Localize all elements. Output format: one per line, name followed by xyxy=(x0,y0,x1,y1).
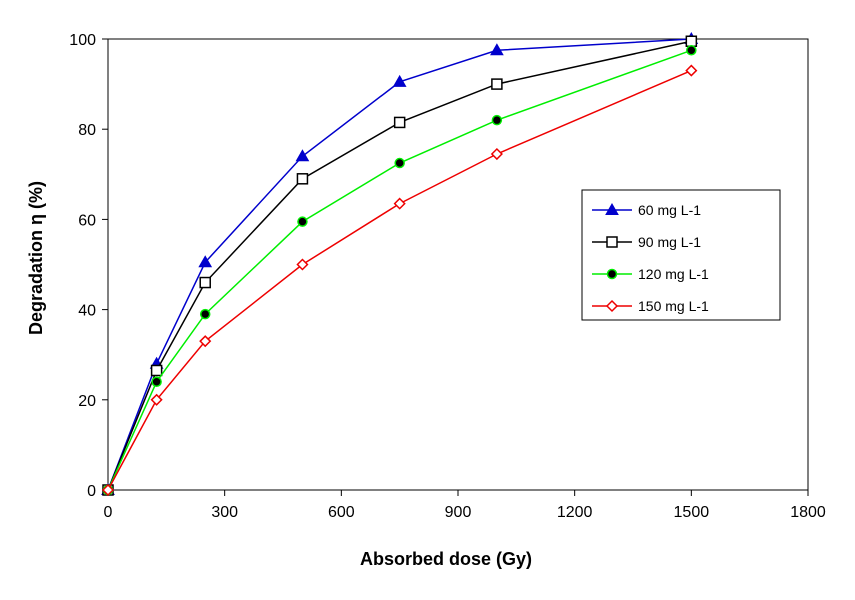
data-point xyxy=(490,147,503,161)
data-point xyxy=(297,216,308,227)
legend-marker xyxy=(606,236,618,248)
legend-label: 150 mg L-1 xyxy=(638,298,709,314)
legend-marker xyxy=(605,299,619,313)
y-tick-label: 40 xyxy=(78,303,96,320)
data-point xyxy=(199,308,211,320)
legend-label: 120 mg L-1 xyxy=(638,266,709,282)
y-tick-label: 60 xyxy=(78,212,96,229)
x-tick-label: 900 xyxy=(445,504,472,521)
legend-label: 60 mg L-1 xyxy=(638,202,701,218)
data-point xyxy=(394,157,405,169)
data-point xyxy=(685,35,698,48)
data-point xyxy=(491,114,503,126)
series-3 xyxy=(101,64,698,497)
data-point xyxy=(296,258,309,271)
x-tick-label: 300 xyxy=(211,504,238,521)
legend: 60 mg L-1 90 mg L-1 120 mg L-1 150 mg L-1 xyxy=(581,189,781,321)
data-point xyxy=(685,64,698,77)
data-point xyxy=(392,74,407,87)
y-tick-label: 20 xyxy=(78,393,96,410)
data-point xyxy=(490,43,504,56)
legend-marker xyxy=(605,202,619,215)
legend-entry: 120 mg L-1 xyxy=(592,266,709,282)
legend-entry: 60 mg L-1 xyxy=(592,202,701,218)
data-point xyxy=(150,393,163,406)
y-tick-label: 100 xyxy=(69,32,96,49)
legend-entry: 90 mg L-1 xyxy=(592,234,701,250)
x-tick-label: 600 xyxy=(328,504,355,521)
data-point xyxy=(150,364,163,377)
legend-marker xyxy=(606,268,618,280)
y-tick-label: 0 xyxy=(87,483,96,500)
data-point xyxy=(199,276,211,289)
data-point xyxy=(393,116,406,129)
data-point xyxy=(199,335,212,348)
legend-label: 90 mg L-1 xyxy=(638,234,701,250)
legend-entry: 150 mg L-1 xyxy=(592,298,709,314)
x-tick-label: 1200 xyxy=(557,504,593,521)
x-tick-label: 0 xyxy=(104,504,113,521)
data-point xyxy=(686,45,697,56)
x-tick-label: 1800 xyxy=(790,504,826,521)
data-point xyxy=(198,255,213,268)
data-point xyxy=(491,78,503,90)
y-tick-label: 80 xyxy=(78,122,96,139)
x-tick-label: 1500 xyxy=(674,504,710,521)
series-layer xyxy=(101,31,699,497)
data-point xyxy=(393,197,406,210)
y-axis-title: Degradation η (%) xyxy=(26,181,46,335)
y-axis-ticks: 0 20 40 60 80 100 xyxy=(69,32,108,500)
data-point xyxy=(295,149,310,162)
x-axis-title: Absorbed dose (Gy) xyxy=(360,549,532,569)
x-axis-ticks: 0 300 600 900 1200 1500 1800 xyxy=(104,490,826,521)
data-point xyxy=(151,376,162,388)
data-point xyxy=(101,483,115,497)
data-point xyxy=(296,173,309,185)
